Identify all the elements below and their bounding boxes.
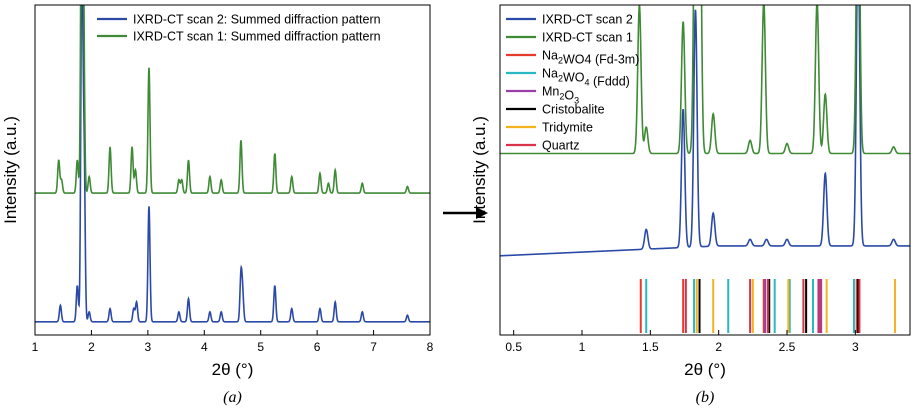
x-tick-label: 5: [257, 340, 264, 354]
series-line-scan1: [500, 5, 910, 155]
x-tick-label: 1: [579, 340, 586, 354]
x-tick-label: 2: [715, 340, 722, 354]
panel-a-chart: 1 2 3 4 5 6 7 8 2θ (°) Intensity (a.u.) (a) IXRD-CT…: [1, 4, 434, 406]
reference-lines: [639, 279, 896, 333]
legend-label: Na2WO4 (Fd-3m): [542, 49, 639, 67]
legend: IXRD-CT scan 2 IXRD-CT scan 1 Na2WO4 (Fd-3…: [506, 13, 639, 153]
series-line-scan2: [500, 5, 910, 257]
panel-caption: (b): [696, 389, 715, 406]
legend-label: Tridymite: [542, 121, 593, 135]
x-tick-label: 1: [32, 340, 39, 354]
y-axis-label: Intensity (a.u.): [1, 116, 20, 224]
legend-label: Mn2O3: [542, 85, 579, 106]
x-tick-label: 2: [88, 340, 95, 354]
x-tick-label: 0.5: [505, 340, 522, 354]
x-tick-label: 7: [370, 340, 377, 354]
x-tick-label: 8: [427, 340, 434, 354]
panel-caption: (a): [223, 389, 242, 406]
series-line-scan2: [35, 5, 430, 323]
legend: IXRD-CT scan 2: Summed diffraction patte…: [97, 13, 381, 44]
legend-label: IXRD-CT scan 1: [542, 31, 633, 45]
x-tick-label: 6: [314, 340, 321, 354]
x-tick-label: 3: [145, 340, 152, 354]
plot-frame: [34, 4, 431, 336]
y-axis-label: Intensity (a.u.): [470, 116, 489, 224]
panel-b-chart: 0.5 1 1.5 2 2.5 3 2θ (°) Intensity (a.u.) (b) IXR…: [470, 4, 911, 406]
x-tick-label: 4: [201, 340, 208, 354]
x-tick-label: 3: [852, 340, 859, 354]
legend-label: Na2WO4 (Fddd): [542, 67, 630, 89]
x-tick-label: 1.5: [642, 340, 659, 354]
x-axis-label: 2θ (°): [212, 360, 254, 379]
legend-label: IXRD-CT scan 1: Summed diffraction patte…: [133, 30, 381, 44]
right-arrow-icon: [443, 207, 488, 219]
series-line-scan1: [35, 5, 430, 194]
x-tick-label: 2.5: [779, 340, 796, 354]
legend-label: IXRD-CT scan 2: Summed diffraction patte…: [133, 13, 381, 27]
plot-frame: [499, 4, 911, 336]
legend-label: Quartz: [542, 139, 580, 153]
legend-label: IXRD-CT scan 2: [542, 13, 633, 27]
x-axis-label: 2θ (°): [684, 360, 726, 379]
legend-label: Cristobalite: [542, 103, 605, 117]
